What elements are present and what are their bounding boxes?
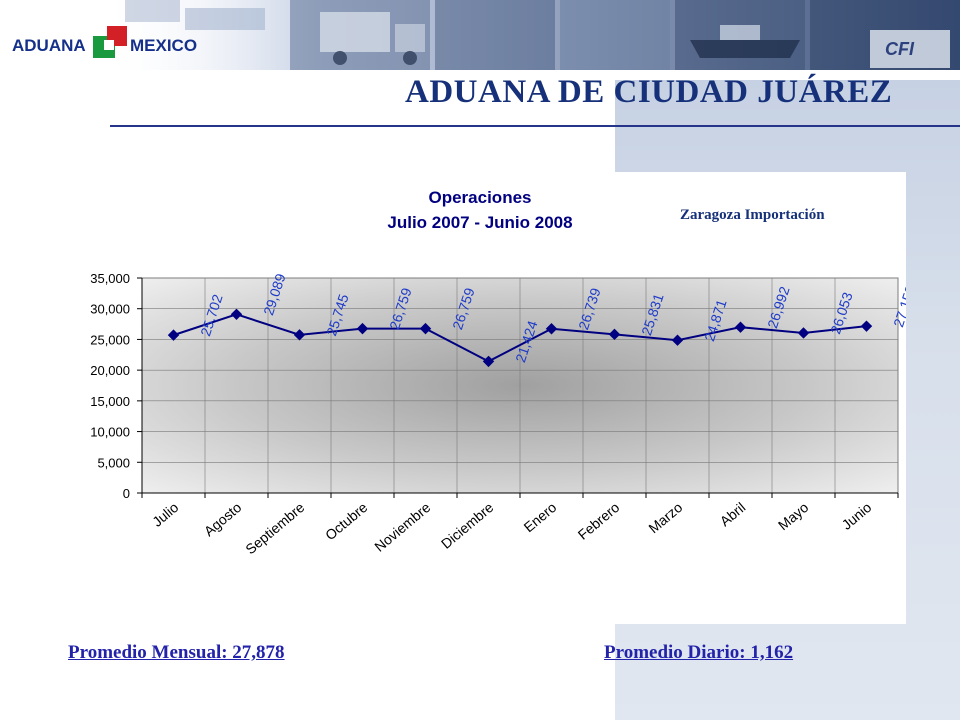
x-tick-label: Junio: [839, 499, 875, 533]
data-point: [167, 329, 180, 341]
x-tick-label: Agosto: [201, 499, 245, 539]
chart-panel: 0 5,000 10,000 15,000 20,000 25,000 30,000 35,0…: [62, 172, 906, 624]
promedio-mensual-link[interactable]: Promedio Mensual: 27,878: [68, 642, 285, 663]
y-tick-label: 0: [123, 486, 130, 501]
data-point: [734, 321, 747, 333]
chart-subtitle: Julio 2007 - Junio 2008: [387, 213, 572, 232]
x-tick-label: Mayo: [775, 499, 812, 533]
x-tick-label: Abril: [717, 499, 749, 529]
ship-shape: [690, 25, 800, 58]
data-point: [293, 329, 306, 341]
data-point: [545, 323, 558, 335]
chart-title: Operaciones: [429, 188, 532, 207]
logo-text-right: MEXICO: [130, 36, 197, 55]
banner-graphic: CFI ADUANA MEXICO: [12, 0, 960, 70]
x-tick-label: Enero: [521, 499, 560, 535]
banner-photo-tiles: [125, 0, 960, 70]
data-point: [608, 328, 621, 341]
data-point: [671, 334, 684, 346]
truck-shape: [320, 12, 425, 65]
series-operaciones: [167, 308, 873, 368]
data-point: [482, 355, 495, 368]
x-tick-label: Marzo: [645, 499, 685, 536]
page-title: ADUANA DE CIUDAD JUÁREZ: [405, 74, 893, 110]
y-tick-label: 35,000: [90, 271, 130, 286]
y-tick-label: 25,000: [90, 332, 130, 347]
header-banner: CFI ADUANA MEXICO: [0, 0, 960, 80]
x-tick-label: Octubre: [322, 499, 371, 543]
logo-white-square: [104, 40, 114, 50]
axes: [137, 277, 899, 498]
y-tick-label: 5,000: [97, 455, 130, 470]
y-tick-label: 10,000: [90, 425, 130, 440]
x-tick-label: Noviembre: [371, 499, 433, 555]
logo-text-left: ADUANA: [12, 36, 86, 55]
title-divider: [110, 125, 960, 127]
x-tick-label: Julio: [149, 499, 182, 530]
series-line: [173, 313, 867, 363]
x-tick-label: Febrero: [575, 499, 623, 543]
x-tick-label: Diciembre: [438, 499, 497, 552]
container-truck-shape: CFI: [870, 30, 950, 68]
truck-cfi-text: CFI: [885, 39, 915, 59]
chart-annotation: Zaragoza Importación: [680, 207, 825, 223]
operations-line-chart: 0 5,000 10,000 15,000 20,000 25,000 30,000 35,0…: [90, 188, 906, 557]
data-point: [356, 322, 369, 335]
data-point: [419, 322, 432, 335]
y-tick-labels: 0 5,000 10,000 15,000 20,000 25,000 30,000 35,0…: [90, 271, 130, 501]
data-point: [230, 308, 243, 321]
data-point: [797, 327, 810, 339]
y-tick-label: 30,000: [90, 302, 130, 317]
y-tick-label: 15,000: [90, 394, 130, 409]
x-tick-label: Septiembre: [242, 499, 307, 557]
promedio-diario-link[interactable]: Promedio Diario: 1,162: [604, 642, 794, 663]
data-point: [860, 320, 873, 332]
y-tick-label: 20,000: [90, 363, 130, 378]
